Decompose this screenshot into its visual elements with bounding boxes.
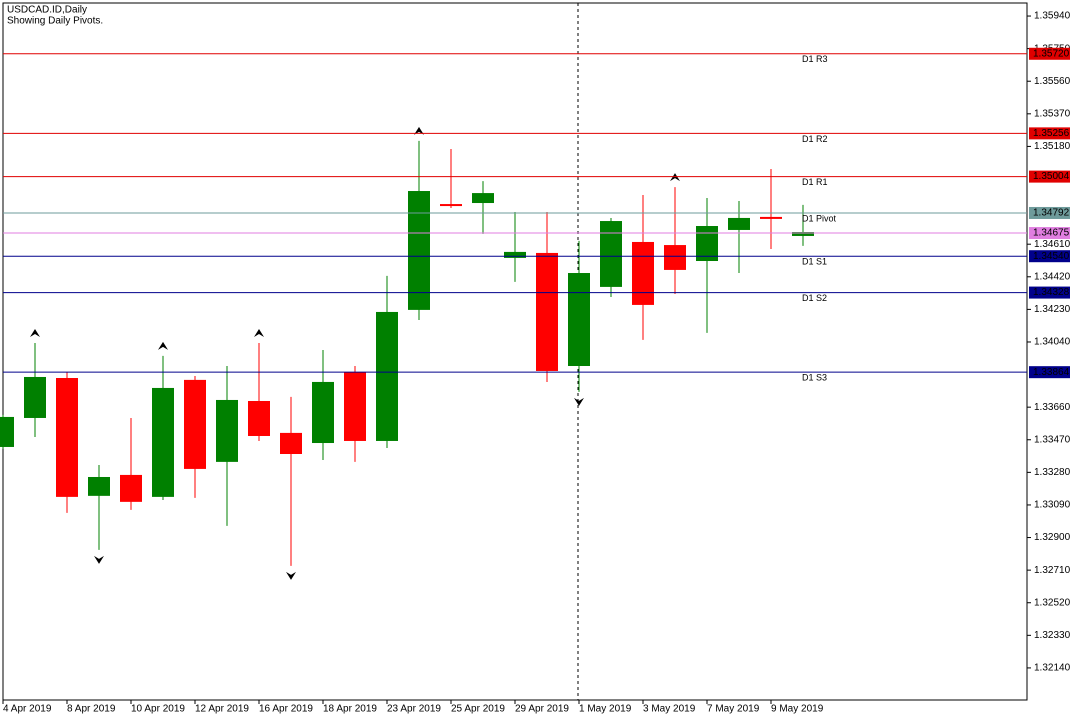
y-tick-label: 1.32330 bbox=[1034, 630, 1071, 641]
candle-body bbox=[184, 379, 206, 469]
candle-body bbox=[728, 217, 750, 230]
price-box-label: 1.34540 bbox=[1033, 251, 1070, 262]
price-box-label: 1.35256 bbox=[1033, 128, 1070, 139]
x-tick-label: 29 Apr 2019 bbox=[515, 704, 569, 715]
candle-body bbox=[408, 191, 430, 310]
price-box-label: 1.33864 bbox=[1033, 367, 1070, 378]
candle-body bbox=[152, 387, 174, 497]
y-tick-label: 1.32520 bbox=[1034, 597, 1071, 608]
y-tick-label: 1.34610 bbox=[1034, 239, 1071, 250]
x-tick-label: 3 May 2019 bbox=[643, 704, 696, 715]
candle-body bbox=[56, 378, 78, 497]
candle-body bbox=[760, 216, 782, 219]
price-box-label: 1.35004 bbox=[1033, 171, 1070, 182]
y-tick-label: 1.32710 bbox=[1034, 565, 1071, 576]
candle-body bbox=[248, 400, 270, 436]
y-tick-label: 1.34040 bbox=[1034, 337, 1071, 348]
y-tick-label: 1.35180 bbox=[1034, 141, 1071, 152]
x-tick-label: 1 May 2019 bbox=[579, 704, 632, 715]
x-tick-label: 25 Apr 2019 bbox=[451, 704, 505, 715]
candle-body bbox=[504, 251, 526, 258]
candle-body bbox=[344, 372, 366, 441]
x-tick-label: 18 Apr 2019 bbox=[323, 704, 377, 715]
x-tick-label: 10 Apr 2019 bbox=[131, 704, 185, 715]
price-box bbox=[1029, 206, 1070, 219]
fractal-up bbox=[254, 329, 264, 338]
candle-body bbox=[472, 193, 494, 204]
x-tick-label: 8 Apr 2019 bbox=[67, 704, 116, 715]
candle-body bbox=[24, 376, 46, 418]
pivot-name: D1 Pivot bbox=[802, 213, 837, 223]
y-tick-label: 1.34230 bbox=[1034, 304, 1071, 315]
candle-body bbox=[632, 241, 654, 305]
y-tick-label: 1.35560 bbox=[1034, 76, 1071, 87]
fractal-down bbox=[94, 555, 104, 564]
candle-body bbox=[376, 311, 398, 441]
candle-body bbox=[0, 416, 14, 447]
candle-body bbox=[120, 474, 142, 502]
x-tick-label: 4 Apr 2019 bbox=[3, 704, 52, 715]
price-box-label: 1.34792 bbox=[1033, 208, 1070, 219]
x-tick-label: 16 Apr 2019 bbox=[259, 704, 313, 715]
y-tick-label: 1.32140 bbox=[1034, 663, 1071, 674]
fractal-up bbox=[30, 329, 40, 338]
price-box bbox=[1029, 286, 1070, 299]
chart-title: USDCAD.ID,Daily bbox=[7, 5, 87, 16]
price-box bbox=[1029, 170, 1070, 183]
candle-body bbox=[216, 399, 238, 462]
price-box-label: 1.34328 bbox=[1033, 287, 1070, 298]
chart-subtitle: Showing Daily Pivots. bbox=[7, 16, 103, 27]
y-tick-label: 1.33470 bbox=[1034, 434, 1071, 445]
candle-body bbox=[600, 221, 622, 287]
candle-body bbox=[696, 226, 718, 262]
pivot-name: D1 S3 bbox=[802, 373, 827, 383]
candle-body bbox=[88, 476, 110, 496]
price-box bbox=[1029, 366, 1070, 379]
pivot-name: D1 S1 bbox=[802, 257, 827, 267]
y-tick-label: 1.32900 bbox=[1034, 532, 1071, 543]
candle-body bbox=[312, 381, 334, 444]
price-box bbox=[1029, 127, 1070, 140]
fractal-down bbox=[574, 397, 584, 406]
fractal-up bbox=[158, 341, 168, 350]
x-tick-label: 12 Apr 2019 bbox=[195, 704, 249, 715]
pivot-name: D1 R1 bbox=[802, 177, 828, 187]
candle-body bbox=[568, 273, 590, 366]
x-tick-label: 9 May 2019 bbox=[771, 704, 824, 715]
y-tick-label: 1.33660 bbox=[1034, 402, 1071, 413]
x-tick-label: 23 Apr 2019 bbox=[387, 704, 441, 715]
candle-body bbox=[664, 245, 686, 270]
price-box bbox=[1029, 250, 1070, 263]
candle-body bbox=[440, 204, 462, 207]
x-tick-label: 7 May 2019 bbox=[707, 704, 760, 715]
pivot-name: D1 R2 bbox=[802, 134, 828, 144]
y-tick-label: 1.33280 bbox=[1034, 467, 1071, 478]
pivot-name: D1 R3 bbox=[802, 54, 828, 64]
price-box-label: 1.35720 bbox=[1033, 48, 1070, 59]
candle-body bbox=[280, 432, 302, 454]
candle-body bbox=[792, 232, 814, 236]
pivot-name: D1 S2 bbox=[802, 293, 827, 303]
price-box-label: 1.34675 bbox=[1033, 228, 1070, 239]
candle-body bbox=[536, 252, 558, 371]
fractal-down bbox=[286, 571, 296, 580]
y-tick-label: 1.35940 bbox=[1034, 11, 1071, 22]
price-box bbox=[1029, 47, 1070, 60]
y-tick-label: 1.34420 bbox=[1034, 271, 1071, 282]
plot-frame bbox=[2, 2, 1028, 701]
y-tick-label: 1.33090 bbox=[1034, 500, 1071, 511]
y-tick-label: 1.35370 bbox=[1034, 108, 1071, 119]
price-box bbox=[1029, 227, 1070, 240]
